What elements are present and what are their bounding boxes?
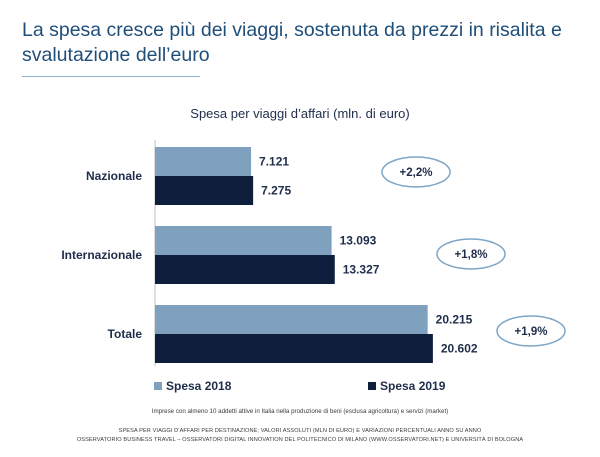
change-label: +1,9% — [515, 326, 548, 338]
data-label: 20.215 — [436, 313, 473, 327]
bar — [155, 255, 335, 284]
data-label: 13.093 — [340, 234, 377, 248]
bar — [155, 334, 433, 363]
bar — [155, 176, 254, 205]
change-badge — [381, 156, 451, 188]
footer-line-1: SPESA PER VIAGGI D’AFFARI PER DESTINAZIO… — [118, 428, 482, 434]
change-badge — [436, 238, 506, 270]
title-underline — [22, 76, 200, 77]
bar — [155, 305, 428, 334]
data-label: 7.121 — [259, 155, 289, 169]
bar — [155, 226, 332, 255]
legend-swatch — [368, 382, 376, 390]
data-label: 13.327 — [343, 263, 380, 277]
legend: Spesa 2018 Spesa 2019 — [154, 379, 446, 393]
bar-chart: Spesa per viaggi d’affari (mln. di euro)… — [61, 106, 566, 393]
category-label: Internazionale — [61, 248, 142, 262]
sample-note: Imprese con almeno 10 addetti attive in … — [151, 408, 449, 415]
data-label: 7.275 — [261, 184, 291, 198]
chart-title: Spesa per viaggi d’affari (mln. di euro) — [190, 106, 409, 121]
legend-swatch — [154, 382, 162, 390]
legend-label: Spesa 2019 — [380, 379, 446, 393]
slide-title-line-1: La spesa cresce più dei viaggi, sostenut… — [22, 19, 562, 41]
bars-layer: Nazionale 7.121 7.275 +2,2% Internazionale 13… — [61, 147, 566, 363]
footer-line-2: OSSERVATORIO BUSINESS TRAVEL – OSSERVATO… — [76, 437, 524, 443]
category-label: Nazionale — [86, 169, 142, 183]
category-label: Totale — [108, 327, 143, 341]
change-label: +1,8% — [455, 249, 488, 261]
slide-title: La spesa cresce più dei viaggi, sostenut… — [22, 18, 582, 68]
bar — [155, 147, 252, 176]
data-label: 20.602 — [441, 342, 478, 356]
change-badge — [496, 315, 566, 347]
change-label: +2,2% — [400, 167, 433, 179]
legend-label: Spesa 2018 — [166, 379, 232, 393]
slide-title-line-2: svalutazione dell’euro — [22, 44, 210, 66]
